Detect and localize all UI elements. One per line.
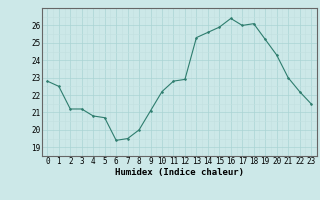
X-axis label: Humidex (Indice chaleur): Humidex (Indice chaleur)	[115, 168, 244, 177]
